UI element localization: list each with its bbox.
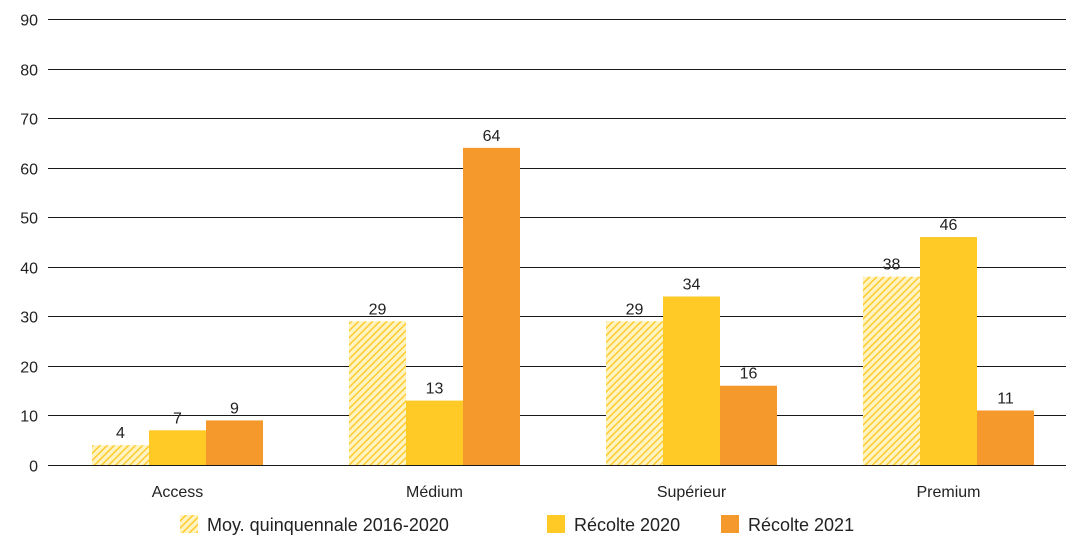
data-label: 34 — [683, 277, 701, 294]
legend-label: Moy. quinquennale 2016-2020 — [207, 515, 449, 535]
bar-supérieur-series-2 — [663, 296, 720, 465]
data-label: 13 — [426, 381, 444, 398]
y-tick-label: 0 — [29, 459, 38, 476]
bar-supérieur-series-1 — [606, 321, 663, 465]
gridlines — [48, 19, 1066, 466]
bar-médium-series-2 — [406, 400, 463, 465]
x-category-label: Médium — [406, 484, 463, 501]
data-label: 4 — [116, 425, 125, 442]
legend-swatch — [721, 515, 739, 533]
data-label: 9 — [230, 400, 239, 417]
x-axis-categories: Access Médium Supérieur Premium — [152, 484, 981, 501]
y-tick-label: 10 — [20, 409, 38, 426]
legend: Moy. quinquennale 2016-2020 Récolte 2020 R… — [180, 515, 854, 535]
bar-access-series-1 — [92, 445, 149, 465]
bars — [92, 147, 1034, 465]
y-axis-ticks: 0 10 20 30 40 50 60 70 80 90 — [20, 13, 38, 476]
bar-premium-series-1 — [863, 276, 920, 465]
bar-access-series-3 — [206, 420, 263, 465]
legend-swatch — [547, 515, 565, 533]
data-label: 29 — [369, 301, 387, 318]
y-tick-label: 50 — [20, 211, 38, 228]
y-tick-label: 40 — [20, 261, 38, 278]
y-tick-label: 30 — [20, 310, 38, 327]
legend-label: Récolte 2020 — [574, 515, 680, 535]
y-tick-label: 70 — [20, 112, 38, 129]
y-tick-label: 20 — [20, 360, 38, 377]
bar-médium-series-3 — [463, 147, 520, 465]
bar-médium-series-1 — [349, 321, 406, 465]
bar-access-series-2 — [149, 430, 206, 465]
bar-premium-series-3 — [977, 410, 1034, 465]
data-labels: 4 29 29 38 7 13 34 46 9 64 16 11 — [116, 128, 1014, 442]
data-label: 16 — [740, 366, 758, 383]
x-category-label: Access — [152, 484, 204, 501]
x-category-label: Supérieur — [657, 484, 727, 501]
data-label: 29 — [626, 301, 644, 318]
legend-label: Récolte 2021 — [748, 515, 854, 535]
data-label: 11 — [997, 390, 1014, 407]
data-label: 7 — [173, 410, 182, 427]
data-label: 64 — [483, 128, 501, 145]
bar-premium-series-2 — [920, 237, 977, 465]
x-category-label: Premium — [916, 484, 980, 501]
legend-swatch — [180, 515, 198, 533]
bar-supérieur-series-3 — [720, 385, 777, 465]
data-label: 46 — [940, 217, 958, 234]
data-label: 38 — [883, 257, 901, 274]
y-tick-label: 80 — [20, 63, 38, 80]
y-tick-label: 90 — [20, 13, 38, 30]
y-tick-label: 60 — [20, 162, 38, 179]
